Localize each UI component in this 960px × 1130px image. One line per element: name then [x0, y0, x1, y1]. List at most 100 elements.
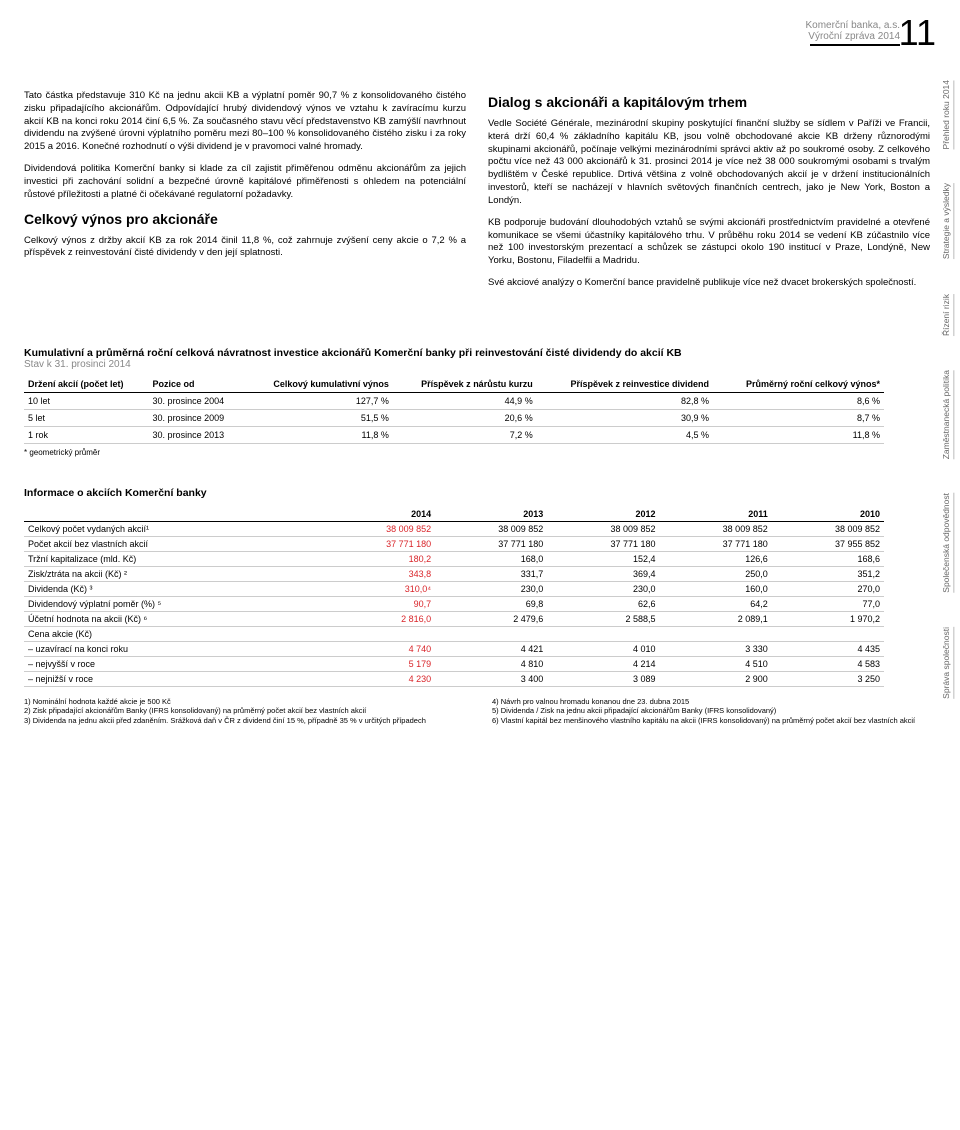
footnote-line: 3) Dividenda na jednu akcii před zdanění…: [24, 716, 462, 725]
table-row: Počet akcií bez vlastních akcií37 771 18…: [24, 536, 884, 551]
table-row: – nejnižší v roce4 2303 4003 0892 9003 2…: [24, 671, 884, 686]
table-cell: 77,0: [772, 596, 884, 611]
paragraph: Tato částka představuje 310 Kč na jednu …: [24, 90, 466, 154]
table-cell: 2 479,6: [435, 611, 547, 626]
col-header: 2010: [772, 507, 884, 522]
table-row: – nejvyšší v roce5 1794 8104 2144 5104 5…: [24, 656, 884, 671]
table-row: 5 let30. prosince 200951,5 %20,6 %30,9 %…: [24, 409, 884, 426]
footnotes-block: 1) Nominální hodnota každé akcie je 500 …: [24, 697, 930, 725]
footnotes-right: 4) Návrh pro valnou hromadu konanou dne …: [492, 697, 930, 725]
table-cell: 11,8 %: [244, 426, 393, 443]
side-tab: Zaměstnanecká politika: [942, 370, 954, 459]
col-header: 2011: [660, 507, 772, 522]
table-cell: 331,7: [435, 566, 547, 581]
col-header: Celkový kumulativní výnos: [244, 376, 393, 393]
footnote-line: 1) Nominální hodnota každé akcie je 500 …: [24, 697, 462, 706]
paragraph: Vedle Société Générale, mezinárodní skup…: [488, 118, 930, 208]
row-label: – nejvyšší v roce: [24, 656, 323, 671]
page-number: 11: [899, 12, 936, 54]
table-cell: 44,9 %: [393, 392, 537, 409]
table-cell: 310,0⁴: [323, 581, 435, 596]
table-cell: 2 816,0: [323, 611, 435, 626]
table-cell: 37 771 180: [660, 536, 772, 551]
table-cell: 38 009 852: [435, 521, 547, 536]
table-cell: 7,2 %: [393, 426, 537, 443]
table-cell: 351,2: [772, 566, 884, 581]
left-column: Tato částka představuje 310 Kč na jednu …: [24, 90, 466, 299]
table-row: – uzavírací na konci roku4 7404 4214 010…: [24, 641, 884, 656]
table-cell: 8,7 %: [713, 409, 884, 426]
paragraph: Celkový výnos z držby akcií KB za rok 20…: [24, 235, 466, 261]
table-cell: 369,4: [547, 566, 659, 581]
table-row: Účetní hodnota na akcii (Kč) ⁶2 816,02 4…: [24, 611, 884, 626]
table-row: Cena akcie (Kč): [24, 626, 884, 641]
table-cell: 250,0: [660, 566, 772, 581]
table-cell: 4 810: [435, 656, 547, 671]
row-label: Počet akcií bez vlastních akcií: [24, 536, 323, 551]
table-cell: [660, 626, 772, 641]
table-cell: 38 009 852: [772, 521, 884, 536]
table-cell: 8,6 %: [713, 392, 884, 409]
col-header: Příspěvek z nárůstu kurzu: [393, 376, 537, 393]
row-label: Cena akcie (Kč): [24, 626, 323, 641]
table-cell: 1 rok: [24, 426, 149, 443]
row-label: – nejnižší v roce: [24, 671, 323, 686]
share-info-table: 2014 2013 2012 2011 2010 Celkový počet v…: [24, 507, 884, 687]
footnote-line: 4) Návrh pro valnou hromadu konanou dne …: [492, 697, 930, 706]
table-cell: 37 771 180: [323, 536, 435, 551]
returns-table: Držení akcií (počet let) Pozice od Celko…: [24, 376, 884, 444]
table-cell: 5 179: [323, 656, 435, 671]
table-cell: 3 330: [660, 641, 772, 656]
table-cell: 5 let: [24, 409, 149, 426]
table-row: Dividendový výplatní poměr (%) ⁵90,769,8…: [24, 596, 884, 611]
table-cell: [323, 626, 435, 641]
paragraph: Dividendová politika Komerční banky si k…: [24, 163, 466, 201]
row-label: Dividenda (Kč) ³: [24, 581, 323, 596]
table-cell: 10 let: [24, 392, 149, 409]
side-tab: Správa společnosti: [942, 627, 954, 699]
table-row: 10 let30. prosince 2004127,7 %44,9 %82,8…: [24, 392, 884, 409]
table-cell: 3 250: [772, 671, 884, 686]
table-cell: 20,6 %: [393, 409, 537, 426]
table-cell: 230,0: [547, 581, 659, 596]
table1-title: Kumulativní a průměrná roční celková náv…: [24, 347, 930, 359]
table-row: 1 rok30. prosince 201311,8 %7,2 %4,5 %11…: [24, 426, 884, 443]
table-cell: 230,0: [435, 581, 547, 596]
table-header-row: 2014 2013 2012 2011 2010: [24, 507, 884, 522]
table-cell: 38 009 852: [547, 521, 659, 536]
table-cell: 4 421: [435, 641, 547, 656]
table-cell: 1 970,2: [772, 611, 884, 626]
table-cell: 30,9 %: [537, 409, 713, 426]
table-cell: 37 955 852: [772, 536, 884, 551]
table-cell: 4 510: [660, 656, 772, 671]
section-heading: Dialog s akcionáři a kapitálovým trhem: [488, 94, 930, 110]
table-cell: 69,8: [435, 596, 547, 611]
table-cell: 82,8 %: [537, 392, 713, 409]
table-cell: 30. prosince 2004: [149, 392, 245, 409]
table-header-row: Držení akcií (počet let) Pozice od Celko…: [24, 376, 884, 393]
header-block: Komerční banka, a.s. Výroční zpráva 2014: [806, 20, 901, 46]
paragraph: KB podporuje budování dlouhodobých vztah…: [488, 217, 930, 268]
section-heading: Celkový výnos pro akcionáře: [24, 211, 466, 227]
table-row: Dividenda (Kč) ³310,0⁴230,0230,0160,0270…: [24, 581, 884, 596]
col-header: 2012: [547, 507, 659, 522]
footnote-line: 2) Zisk připadající akcionářům Banky (IF…: [24, 706, 462, 715]
table-cell: 3 400: [435, 671, 547, 686]
header-underline: [810, 44, 900, 46]
table-cell: 2 089,1: [660, 611, 772, 626]
row-label: – uzavírací na konci roku: [24, 641, 323, 656]
table2-title: Informace o akciích Komerční banky: [24, 487, 930, 499]
side-tab: Přehled roku 2014: [942, 80, 954, 149]
col-header: Pozice od: [149, 376, 245, 393]
table1-footnote: * geometrický průměr: [24, 448, 930, 457]
table-cell: [772, 626, 884, 641]
main-content: Tato částka představuje 310 Kč na jednu …: [24, 90, 930, 299]
table-cell: 2 900: [660, 671, 772, 686]
row-label: Účetní hodnota na akcii (Kč) ⁶: [24, 611, 323, 626]
table-row: Zisk/ztráta na akcii (Kč) ²343,8331,7369…: [24, 566, 884, 581]
table-cell: 4,5 %: [537, 426, 713, 443]
table-cell: 343,8: [323, 566, 435, 581]
table-cell: 4 583: [772, 656, 884, 671]
side-tabs: Přehled roku 2014 Strategie a výsledky Ř…: [942, 80, 954, 698]
footnote-line: 6) Vlastní kapitál bez menšinového vlast…: [492, 716, 930, 725]
